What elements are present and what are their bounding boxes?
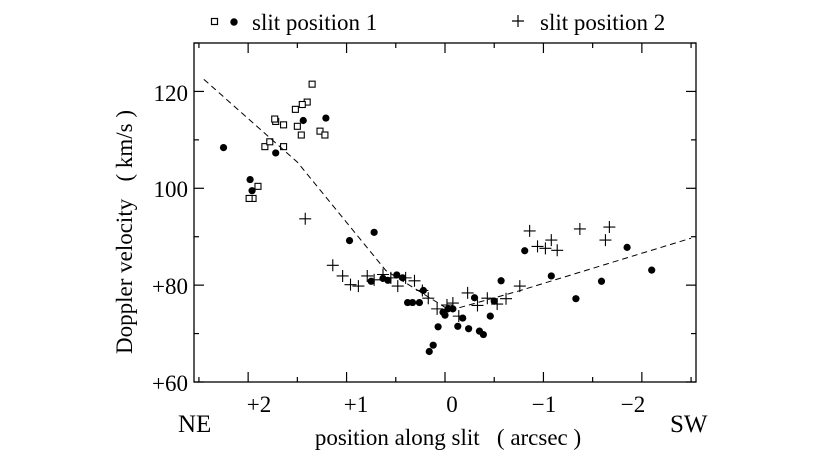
legend-circle-marker (230, 18, 238, 26)
data-point-plus (545, 234, 558, 247)
data-point-plus (500, 292, 513, 305)
data-point-plus (431, 302, 444, 315)
dashed-fit-line (203, 78, 692, 311)
data-point-plus (491, 298, 504, 311)
data-point-plus (440, 298, 453, 311)
data-point-plus (551, 244, 564, 257)
data-point-circle (408, 298, 417, 307)
data-point-square (254, 182, 262, 190)
data-point-circle (479, 330, 487, 339)
y-tick-label: 100 (154, 177, 189, 202)
data-point-circle (403, 298, 412, 307)
data-point-plus (531, 240, 544, 253)
data-point-plus (376, 268, 389, 281)
data-point-square (308, 80, 316, 88)
x-tick-label: −1 (532, 392, 556, 417)
y-tick-label: +80 (152, 274, 188, 299)
data-point-plus (599, 234, 612, 247)
data-point-circle (572, 295, 580, 303)
x-tick-label: +2 (247, 392, 271, 417)
data-point-circle (299, 116, 307, 125)
data-point-plus (344, 278, 357, 291)
data-point-plus (573, 222, 586, 235)
y-tick-label: +60 (152, 371, 188, 396)
data-point-plus (446, 297, 459, 310)
x-tick-label: −2 (621, 392, 645, 417)
data-point-square (245, 194, 253, 203)
y-axis-label: Doppler velocity ( km/s ) (112, 110, 137, 354)
data-point-plus (336, 269, 349, 282)
data-point-circle (490, 297, 498, 305)
data-point-square (280, 121, 288, 129)
data-point-circle (521, 247, 529, 255)
data-point-circle (322, 114, 330, 122)
data-point-plus (408, 274, 421, 287)
data-point-square (316, 127, 324, 135)
data-point-plus (368, 273, 381, 286)
data-point-plus (422, 292, 435, 305)
plot-border (193, 42, 697, 383)
data-point-circle (454, 322, 462, 330)
x-end-label-ne: NE (178, 411, 211, 438)
data-point-circle (623, 243, 631, 251)
data-point-square (297, 131, 305, 139)
data-point-plus (399, 271, 412, 284)
legend-label-slit-2: slit position 2 (540, 10, 665, 35)
legend-plus-marker (512, 15, 524, 27)
x-tick-label: 0 (446, 392, 458, 417)
data-point-square (321, 131, 329, 139)
data-point-circle (547, 272, 555, 280)
data-point-circle (425, 347, 433, 356)
data-point-circle (429, 341, 437, 349)
data-point-square (298, 100, 306, 109)
x-axis-label: position along slit ( arcsec ) (315, 425, 581, 450)
data-point-plus (326, 259, 339, 272)
data-point-plus (603, 221, 616, 234)
data-point-circle (470, 294, 479, 302)
data-point-plus (523, 224, 536, 237)
data-point-circle (384, 276, 392, 284)
data-point-plus (352, 280, 365, 293)
data-point-plus (361, 269, 374, 282)
data-point-square (261, 143, 269, 151)
data-point-circle (465, 325, 473, 333)
data-point-square (266, 138, 274, 146)
plot-frame (193, 42, 697, 383)
data-point-plus (539, 242, 552, 255)
data-point-plus (461, 286, 474, 299)
data-point-circle (345, 236, 354, 245)
data-point-circle (441, 311, 449, 319)
data-point-plus (452, 310, 465, 323)
data-point-circle (370, 228, 378, 236)
data-point-square (291, 105, 299, 113)
data-point-square (271, 115, 279, 123)
data-point-circle (486, 312, 494, 320)
legend-square-marker (210, 17, 219, 26)
data-point-circle (272, 149, 280, 157)
data-point-square (293, 122, 301, 130)
data-point-plus (391, 280, 404, 293)
x-end-label-sw: SW (670, 411, 708, 438)
data-point-circle (219, 144, 228, 152)
data-marks (203, 78, 692, 356)
data-point-circle (497, 277, 505, 285)
data-point-plus (299, 212, 312, 225)
data-point-circle (459, 314, 467, 322)
axis-ticks (194, 42, 696, 383)
data-point-circle (415, 298, 424, 307)
x-tick-label: +1 (344, 392, 368, 417)
data-point-circle (248, 187, 256, 195)
legend: slit position 1 slit position 2 (210, 10, 665, 35)
y-tick-label: 120 (154, 81, 189, 106)
data-point-circle (648, 266, 656, 274)
data-point-circle (246, 175, 254, 184)
data-point-plus (513, 280, 526, 293)
legend-label-slit-1: slit position 1 (252, 10, 377, 35)
data-point-circle (597, 277, 606, 285)
data-point-circle (434, 323, 442, 331)
data-point-plus (471, 299, 484, 312)
